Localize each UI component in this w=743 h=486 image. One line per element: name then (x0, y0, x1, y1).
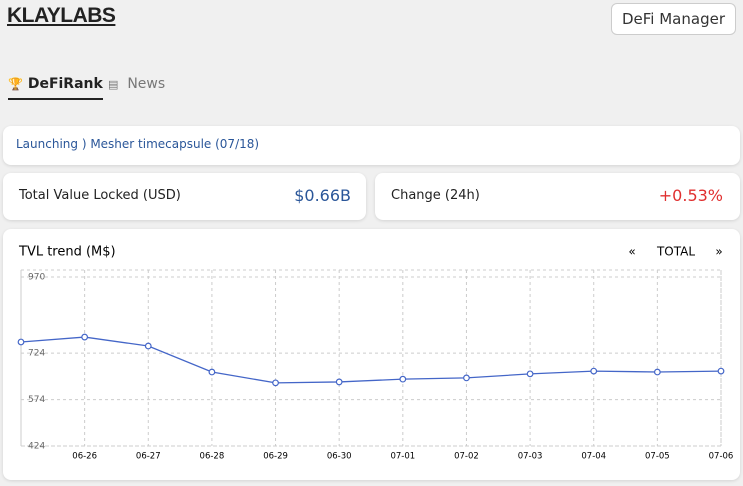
y-tick-label: 574 (28, 395, 45, 405)
defi-manager-button[interactable]: DeFi Manager (610, 3, 736, 35)
prev-button[interactable]: « (628, 245, 635, 259)
x-tick-label: 06-30 (327, 452, 352, 462)
trophy-icon: 🏆 (8, 77, 23, 91)
x-tick-label: 07-06 (709, 452, 734, 462)
point (590, 367, 598, 375)
point (653, 368, 661, 376)
point (17, 338, 25, 346)
tab-label: DeFiRank (27, 76, 103, 92)
stat-label: Change (24h) (391, 188, 480, 203)
notice-card: Launching ) Mesher timecapsule (07/18) (3, 126, 740, 165)
x-tick-label: 07-04 (581, 452, 606, 462)
tvl-card: Total Value Locked (USD) $0.66B (3, 173, 366, 220)
point (463, 374, 470, 382)
chart-title: TVL trend (M$) (18, 245, 116, 260)
stat-label: Total Value Locked (USD) (19, 188, 181, 203)
point (208, 368, 216, 376)
x-tick-label: 07-03 (518, 452, 543, 462)
y-tick-label: 724 (28, 349, 45, 359)
line (20, 336, 722, 384)
x-tick-label: 06-29 (263, 452, 288, 462)
tab-news[interactable]: ▤ News (108, 76, 165, 92)
y-tick-label: 970 (28, 273, 45, 283)
point (526, 370, 534, 378)
point (144, 342, 152, 350)
x-tick-label: 06-26 (72, 452, 97, 462)
tab-defirank[interactable]: 🏆 DeFiRank (8, 76, 103, 100)
x-tick-label: 06-28 (200, 452, 225, 462)
logo[interactable]: KLAYLABS (7, 4, 116, 27)
next-button[interactable]: » (715, 245, 722, 259)
y-tick-label: 424 (28, 442, 45, 452)
chart-card (3, 229, 740, 480)
notice-text[interactable]: Launching ) Mesher timecapsule (07/18) (16, 137, 260, 151)
x-tick-label: 06-27 (136, 452, 161, 462)
news-icon: ▤ (108, 78, 119, 91)
x-tick-label: 07-05 (645, 452, 670, 462)
plot-frame (20, 269, 722, 447)
chart: TVL trend (M$) « TOTAL » 424 574 724 970 06-… (17, 245, 734, 462)
point (335, 378, 343, 386)
point (399, 375, 407, 383)
tab-label: News (127, 76, 166, 92)
x-tick-label: 07-01 (390, 452, 415, 462)
change-card: Change (24h) +0.53% (375, 173, 740, 220)
point (81, 333, 89, 341)
stat-value: +0.53% (658, 186, 723, 205)
point (272, 379, 279, 387)
stat-value: $0.66B (294, 186, 351, 205)
point (717, 367, 725, 375)
x-tick-label: 07-02 (454, 452, 479, 462)
range-label[interactable]: TOTAL (656, 245, 695, 259)
